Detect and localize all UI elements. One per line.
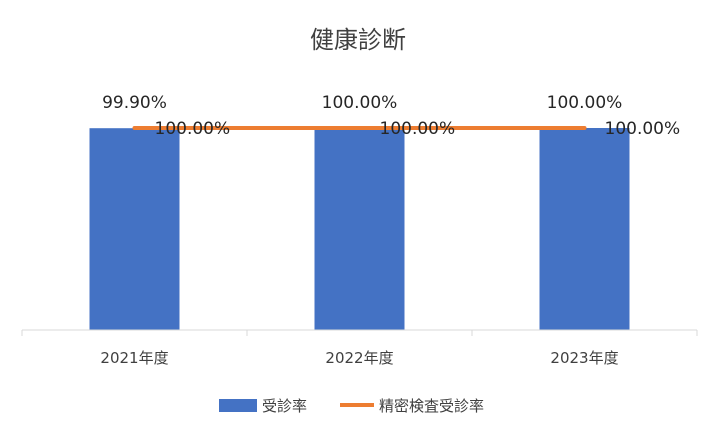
x-tick-label: 2022年度 xyxy=(325,349,393,367)
line-data-label: 100.00% xyxy=(605,119,681,139)
legend-label-bar: 受診率 xyxy=(262,397,307,415)
x-tick-label: 2023年度 xyxy=(550,349,618,367)
x-tick-label: 2021年度 xyxy=(100,349,168,367)
legend: 受診率 精密検査受診率 xyxy=(219,397,484,415)
bar xyxy=(539,128,630,330)
plot-area: 99.90% 100.00% 100.00% 100.00% 100.00% 100.00… xyxy=(89,93,681,330)
chart-title: 健康診断 xyxy=(310,26,406,54)
bar xyxy=(89,128,180,330)
bar-data-label: 100.00% xyxy=(322,93,398,113)
bar-data-label: 100.00% xyxy=(547,93,623,113)
x-axis: 2021年度 2022年度 2023年度 xyxy=(21,330,698,367)
legend-swatch-bar xyxy=(219,399,257,412)
bar-data-label: 99.90% xyxy=(102,93,167,113)
legend-label-line: 精密検査受診率 xyxy=(379,397,484,415)
line-data-label: 100.00% xyxy=(380,119,456,139)
line-data-label: 100.00% xyxy=(155,119,231,139)
bar xyxy=(314,128,405,330)
